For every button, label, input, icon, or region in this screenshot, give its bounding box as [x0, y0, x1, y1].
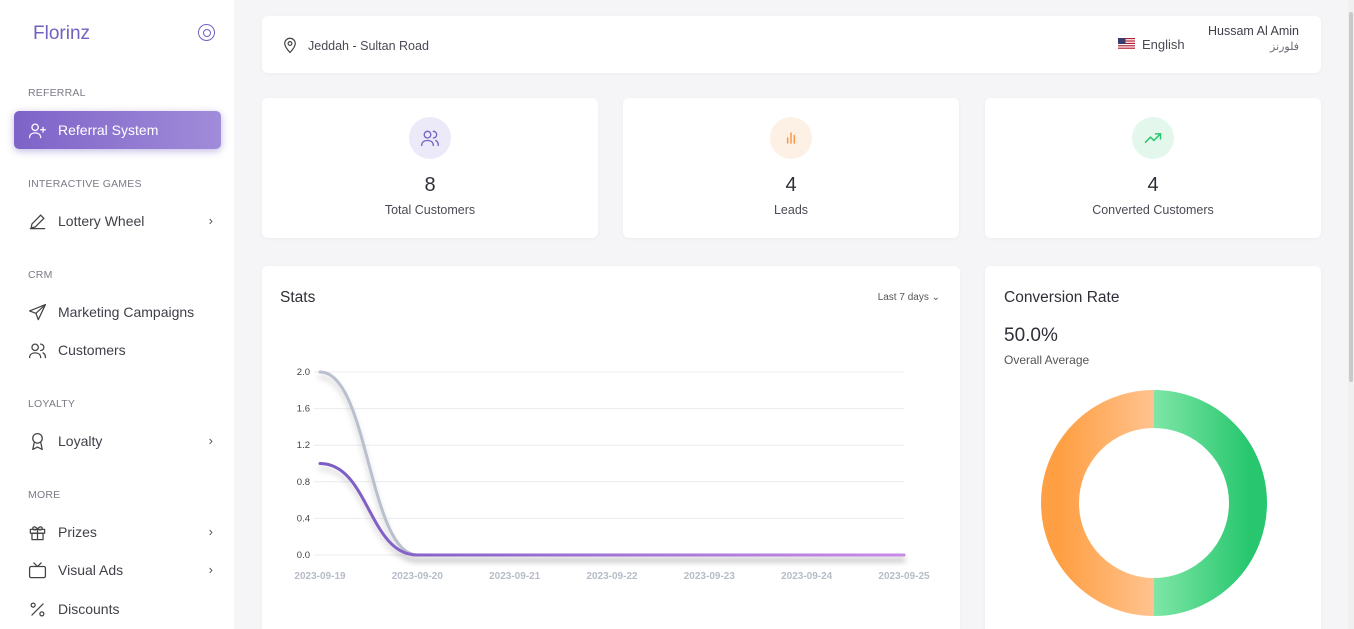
conversion-value: 50.0%	[1004, 325, 1058, 346]
x-tick-label: 2023-09-24	[781, 571, 833, 582]
top-bar: Jeddah - Sultan Road English Hussam Al A…	[262, 16, 1321, 73]
user-plus-icon	[27, 120, 47, 140]
conversion-title: Conversion Rate	[1004, 289, 1120, 306]
section-label-more: MORE	[28, 489, 61, 501]
donut-slice-1	[1041, 390, 1155, 616]
stat-card-leads: 4 Leads	[623, 98, 959, 238]
stats-title: Stats	[280, 289, 316, 306]
award-icon	[27, 431, 47, 451]
sidebar-item-label: Customers	[58, 342, 126, 358]
y-tick-label: 1.6	[297, 404, 310, 415]
x-tick-label: 2023-09-19	[294, 571, 346, 582]
trending-up-icon	[1132, 117, 1174, 159]
date-range-dropdown[interactable]: Last 7 days ⌄	[877, 292, 940, 303]
sidebar-item-label: Visual Ads	[58, 562, 124, 578]
sidebar: Florinz REFERRAL Referral System INTERAC…	[0, 0, 234, 629]
section-label-referral: REFERRAL	[28, 87, 86, 99]
y-tick-label: 2.0	[297, 367, 310, 378]
sidebar-item-prizes[interactable]: Prizes ›	[14, 513, 221, 551]
x-tick-label: 2023-09-25	[878, 571, 930, 582]
conversion-rate-card: Conversion Rate 50.0% Overall Average	[985, 266, 1321, 629]
sidebar-item-discounts[interactable]: Discounts	[14, 590, 221, 628]
sidebar-item-label: Marketing Campaigns	[58, 304, 195, 320]
sidebar-item-label: Prizes	[58, 524, 97, 540]
section-label-loyalty: LOYALTY	[28, 398, 76, 410]
stat-card-total-customers: 8 Total Customers	[262, 98, 598, 238]
section-label-crm: CRM	[28, 269, 53, 281]
y-tick-label: 0.8	[297, 477, 310, 488]
sidebar-toggle-icon[interactable]	[198, 24, 215, 41]
stat-value: 8	[424, 174, 436, 196]
brand-logo[interactable]: Florinz	[33, 23, 91, 44]
location-label[interactable]: Jeddah - Sultan Road	[308, 39, 429, 53]
users-icon	[27, 340, 47, 360]
tv-icon	[27, 560, 47, 580]
user-subtitle: فلورنز	[1269, 41, 1299, 53]
sidebar-item-lottery-wheel[interactable]: Lottery Wheel ›	[14, 202, 221, 240]
chevron-right-icon: ›	[208, 433, 213, 448]
conversion-donut-chart	[1041, 390, 1267, 616]
us-flag-icon	[1118, 38, 1135, 50]
bar-chart-icon	[770, 117, 812, 159]
sidebar-item-loyalty[interactable]: Loyalty ›	[14, 422, 221, 460]
percent-icon	[27, 599, 47, 619]
stats-chart-card: Stats Last 7 days ⌄ 0.0 0.4 0.8 1.2 1.6 2.0 20…	[262, 266, 960, 629]
section-label-interactive-games: INTERACTIVE GAMES	[28, 178, 142, 190]
y-tick-label: 0.4	[297, 513, 310, 524]
sidebar-item-label: Loyalty	[58, 433, 103, 449]
conversion-subtitle: Overall Average	[1004, 353, 1090, 367]
sidebar-item-referral-system[interactable]: Referral System	[14, 111, 221, 149]
page-scrollbar[interactable]	[1348, 0, 1354, 629]
chevron-right-icon: ›	[208, 213, 213, 228]
send-icon	[27, 302, 47, 322]
series-line-1	[318, 462, 906, 557]
location-pin-icon	[284, 37, 296, 54]
x-tick-label: 2023-09-22	[586, 571, 638, 582]
language-selector[interactable]: English	[1142, 37, 1185, 52]
user-name[interactable]: Hussam Al Amin	[1207, 24, 1299, 38]
sidebar-item-visual-ads[interactable]: Visual Ads ›	[14, 551, 221, 589]
chevron-right-icon: ›	[208, 524, 213, 539]
sidebar-item-marketing-campaigns[interactable]: Marketing Campaigns	[14, 293, 221, 331]
sidebar-item-label: Referral System	[58, 122, 159, 138]
x-tick-label: 2023-09-23	[684, 571, 736, 582]
pencil-icon	[27, 211, 47, 231]
sidebar-item-label: Discounts	[58, 601, 120, 617]
donut-slice-0	[1153, 390, 1267, 616]
stat-label: Leads	[773, 203, 809, 217]
sidebar-item-label: Lottery Wheel	[58, 213, 145, 229]
series-line-0	[318, 370, 906, 557]
gift-icon	[27, 522, 47, 542]
x-tick-label: 2023-09-20	[392, 571, 444, 582]
y-tick-label: 0.0	[297, 550, 310, 561]
stat-value: 4	[1147, 174, 1159, 196]
x-tick-label: 2023-09-21	[489, 571, 541, 582]
stats-line-chart: 0.0 0.4 0.8 1.2 1.6 2.0 2023-09-19 2023-09-20 20…	[294, 367, 930, 582]
stat-label: Total Customers	[384, 203, 476, 217]
stat-card-converted-customers: 4 Converted Customers	[985, 98, 1321, 238]
users-icon	[409, 117, 451, 159]
stat-value: 4	[785, 174, 797, 196]
chevron-right-icon: ›	[208, 562, 213, 577]
stat-label: Converted Customers	[1092, 203, 1214, 217]
y-tick-label: 1.2	[297, 440, 310, 451]
sidebar-item-customers[interactable]: Customers	[14, 331, 221, 369]
